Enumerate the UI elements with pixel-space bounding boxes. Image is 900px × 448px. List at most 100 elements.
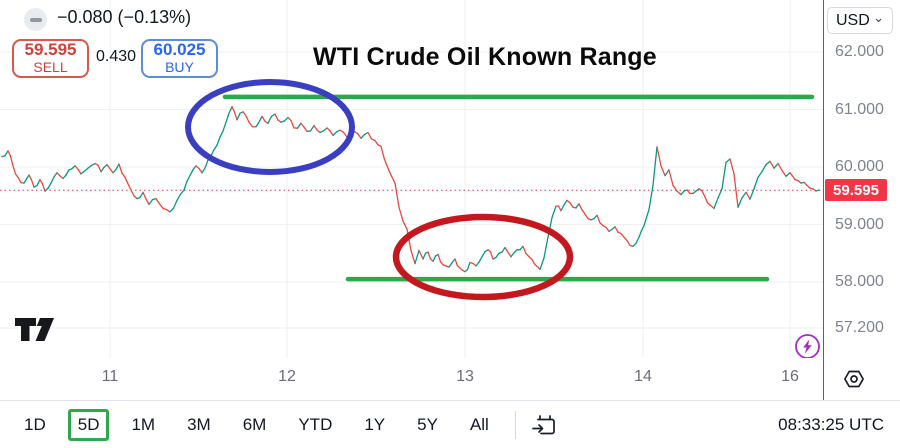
candle-segment [439, 261, 444, 266]
candle-segment [112, 168, 117, 174]
candle-segment [360, 133, 366, 139]
candle-segment [418, 249, 424, 260]
candle-segment [236, 112, 241, 121]
candle-segment [77, 168, 82, 175]
candle-segment [560, 204, 565, 212]
candle-segment [300, 122, 305, 128]
candle-segment [578, 203, 583, 211]
candle-segment [71, 165, 76, 170]
candle-segment [725, 158, 731, 164]
candle-segment [62, 174, 67, 180]
toolbar-divider [514, 410, 516, 439]
price-axis-label: 61.000 [835, 100, 884, 118]
currency-dropdown[interactable]: USD ⌄ [827, 7, 893, 34]
candle-segment [704, 196, 709, 204]
range-button-ytd[interactable]: YTD [298, 414, 333, 434]
candle-segment [543, 236, 549, 259]
candle-segment [528, 256, 533, 261]
spread-value: 0.430 [95, 48, 137, 65]
price-axis-label: 57.200 [835, 319, 884, 336]
candle-segment [225, 112, 230, 123]
candle-segment [124, 176, 129, 185]
candle-segment [356, 132, 362, 139]
candle-segment [605, 226, 610, 233]
candle-segment [504, 246, 509, 253]
range-button-3m[interactable]: 3M [187, 414, 211, 434]
candle-segment [274, 113, 279, 121]
candle-segment [228, 105, 233, 114]
time-axis-label: 16 [781, 368, 799, 385]
price-plot[interactable] [0, 0, 823, 358]
sell-price: 59.595 [24, 40, 77, 60]
candle-segment [130, 189, 135, 197]
chart-canvas[interactable]: −0.080 (−0.13%) 59.595 SELL 0.430 60.025… [0, 0, 823, 360]
candle-segment [9, 155, 14, 167]
buy-button[interactable]: 60.025 BUY [141, 39, 218, 78]
candle-segment [785, 172, 791, 177]
candle-segment [7, 150, 12, 157]
candle-segment [56, 172, 61, 177]
sell-button[interactable]: 59.595 SELL [12, 39, 89, 78]
candle-segment [121, 172, 126, 179]
scale-settings-icon[interactable] [841, 366, 867, 392]
price-change-text: −0.080 (−0.13%) [57, 7, 192, 27]
tradingview-logo[interactable] [14, 316, 58, 344]
candle-segment [87, 164, 93, 169]
candle-segment [741, 191, 747, 199]
lower-range-circle[interactable] [392, 213, 574, 301]
candle-segment [676, 190, 682, 196]
range-button-5d[interactable]: 5D [67, 408, 110, 441]
price-axis-label: 58.000 [835, 273, 884, 290]
candle-segment [525, 252, 530, 258]
range-button-1y[interactable]: 1Y [364, 414, 386, 434]
candle-segment [519, 245, 524, 251]
candle-segment [507, 251, 512, 258]
candle-segment [169, 207, 175, 213]
flash-indicator-icon[interactable] [794, 333, 821, 360]
candle-segment [283, 116, 289, 122]
candle-segment [569, 202, 574, 208]
candle-segment [640, 224, 645, 232]
candle-segment [47, 182, 52, 189]
goto-date-button[interactable] [530, 411, 558, 439]
candle-segment [25, 174, 30, 180]
range-button-all[interactable]: All [469, 414, 489, 434]
hexagon-icon [844, 370, 864, 388]
candle-segment [652, 146, 658, 187]
candle-segment [749, 188, 755, 200]
range-button-5y[interactable]: 5Y [417, 414, 438, 434]
buy-price: 60.025 [153, 40, 206, 60]
candle-segment [316, 129, 321, 134]
candle-segment [551, 205, 557, 219]
candle-segment [638, 229, 643, 238]
candle-segment [632, 242, 637, 248]
candle-segment [448, 262, 453, 268]
upper-range-circle[interactable] [185, 79, 355, 175]
legend-toggle-button[interactable] [24, 8, 47, 31]
candle-segment [737, 197, 743, 208]
range-button-1d[interactable]: 1D [24, 414, 46, 434]
candle-segment [342, 131, 348, 138]
range-button-1m[interactable]: 1M [131, 414, 156, 434]
candle-segment [789, 172, 794, 177]
candle-segment [791, 175, 796, 181]
candle-segment [575, 203, 580, 209]
buy-label: BUY [165, 59, 194, 76]
candle-segment [133, 195, 138, 200]
candle-segment [664, 169, 670, 177]
candle-segment [219, 130, 224, 138]
candle-segment [59, 175, 64, 180]
candle-segment [539, 257, 545, 271]
candle-segment [210, 149, 215, 157]
time-axis[interactable]: 11 12 13 14 16 [0, 358, 823, 400]
candle-segment [12, 165, 17, 175]
range-button-6m[interactable]: 6M [242, 414, 267, 434]
candle-segment [773, 162, 779, 169]
candle-segment [80, 170, 86, 175]
price-axis[interactable]: USD ⌄ 59.595 62.000 61.000 60.000 59.000 58.… [824, 0, 900, 358]
time-axis-label: 12 [278, 368, 296, 385]
candle-segment [803, 181, 808, 187]
candle-segment [709, 204, 715, 210]
candle-segment [427, 251, 432, 260]
candle-segment [475, 261, 480, 267]
